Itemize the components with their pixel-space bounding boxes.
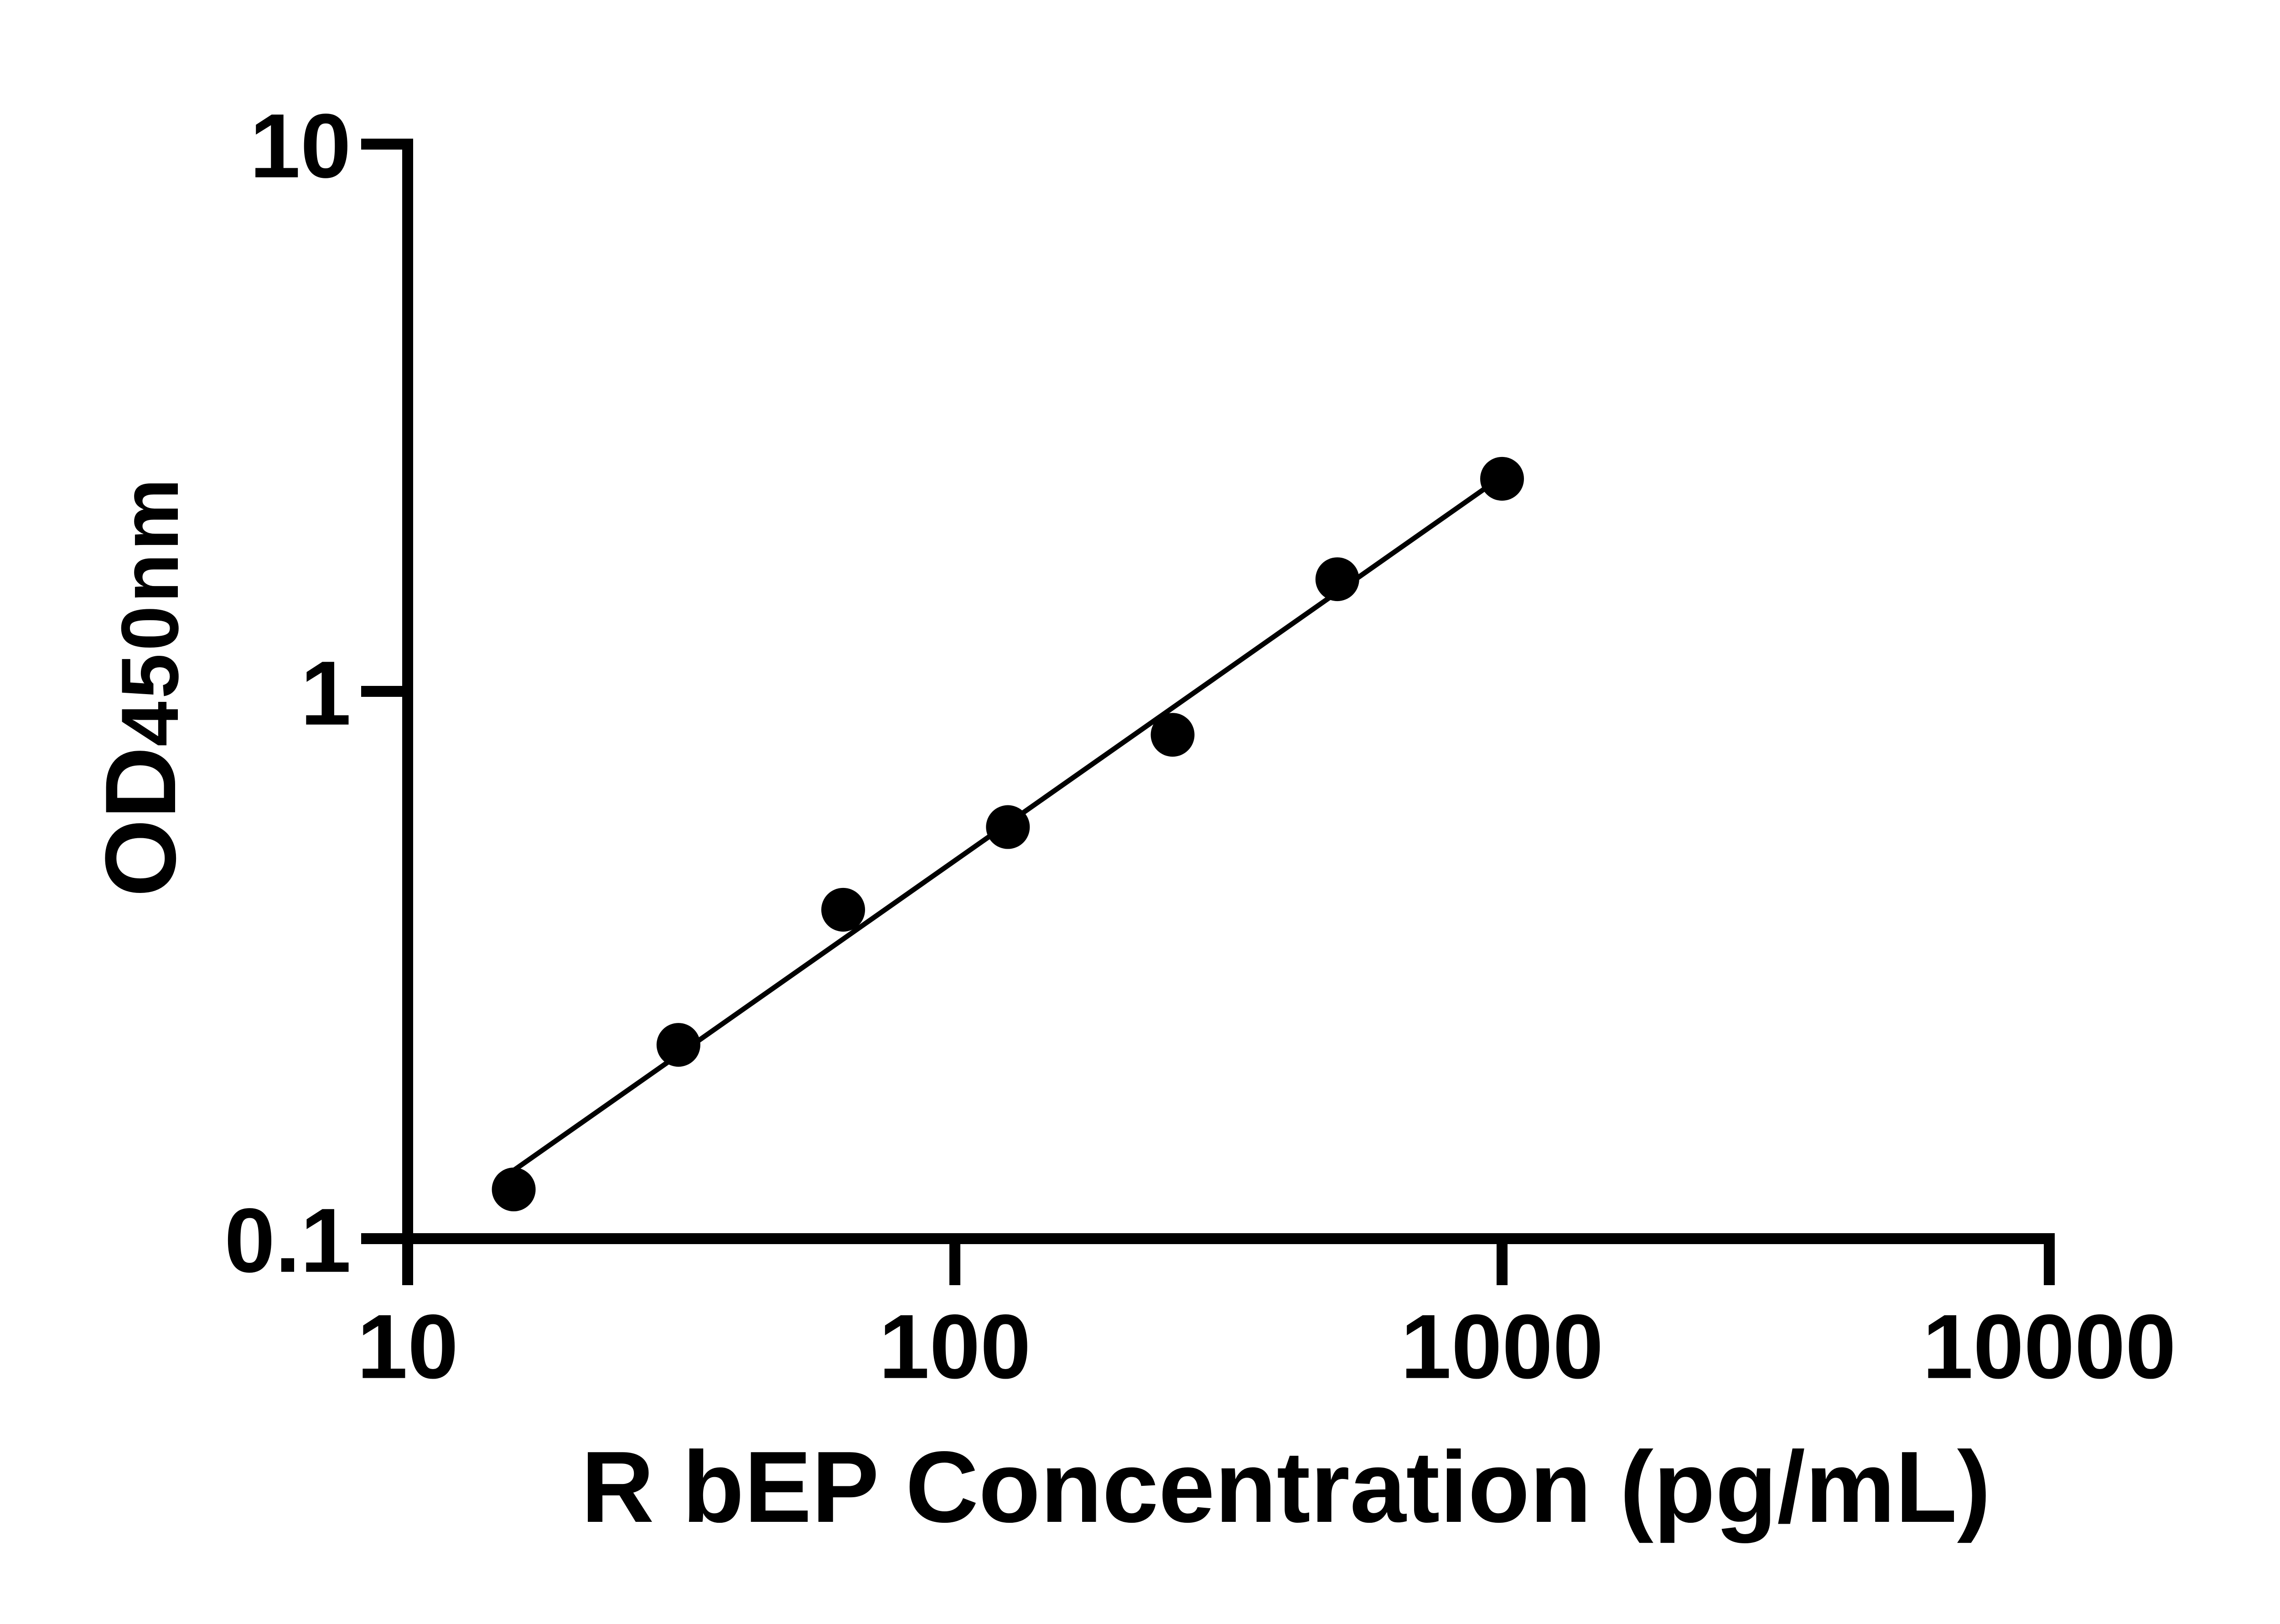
data-point-1 — [492, 1167, 536, 1212]
x-tick-10 — [402, 1239, 413, 1285]
axes — [361, 139, 2055, 1285]
y-axis-tick-labels: 10 1 0.1 — [224, 95, 351, 1292]
data-point-3 — [821, 887, 865, 932]
x-tick-10000 — [2044, 1239, 2055, 1285]
y-tick-1 — [361, 686, 408, 697]
y-tick-label-1: 1 — [301, 643, 351, 744]
x-tick-label-10000: 10000 — [1922, 1296, 2176, 1398]
data-point-5 — [1150, 713, 1195, 757]
data-points — [492, 457, 1524, 1212]
data-point-6 — [1315, 557, 1359, 602]
y-axis-title: OD450nm — [84, 476, 197, 897]
y-tick-label-0.1: 0.1 — [224, 1190, 351, 1292]
x-axis-tick-labels: 10 100 1000 10000 — [357, 1296, 2176, 1398]
y-axis-title-main: OD — [84, 747, 197, 897]
x-tick-label-100: 100 — [879, 1296, 1031, 1398]
x-tick-100 — [949, 1239, 960, 1285]
x-axis-title: R bEP Concentration (pg/mL) — [581, 1431, 1991, 1544]
x-tick-1000 — [1497, 1239, 1508, 1285]
y-axis-title-subscript: 450nm — [104, 476, 195, 747]
x-axis-line — [402, 1233, 2055, 1244]
data-point-2 — [656, 1023, 700, 1067]
y-tick-label-10: 10 — [250, 95, 351, 197]
x-tick-label-1000: 1000 — [1401, 1296, 1604, 1398]
y-tick-10 — [361, 139, 408, 150]
y-tick-0.1 — [361, 1233, 408, 1244]
data-point-4 — [986, 805, 1030, 849]
x-tick-label-10: 10 — [357, 1296, 458, 1398]
data-point-7 — [1480, 457, 1524, 501]
